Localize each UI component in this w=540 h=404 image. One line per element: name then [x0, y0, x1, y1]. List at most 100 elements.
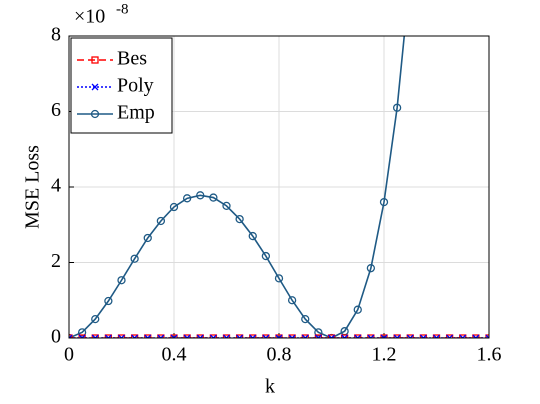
marker [288, 334, 296, 338]
marker [170, 334, 178, 338]
marker [104, 334, 113, 338]
marker [288, 334, 296, 338]
marker [144, 334, 152, 338]
legend-label: Emp [117, 102, 155, 124]
marker [367, 334, 375, 338]
marker [287, 296, 297, 305]
marker [130, 254, 139, 263]
y-tick-label: 0 [51, 326, 61, 348]
marker [117, 276, 126, 285]
y-tick-label: 4 [51, 175, 61, 197]
axis-multiplier: ×10 [74, 6, 105, 28]
x-axis-label: k [265, 376, 275, 398]
series-line [69, 36, 406, 338]
marker [196, 191, 205, 200]
marker [209, 193, 218, 202]
marker [406, 334, 414, 338]
marker [182, 194, 192, 203]
marker [235, 214, 244, 224]
marker [354, 334, 362, 338]
marker [472, 334, 480, 338]
marker [459, 334, 467, 338]
marker [366, 264, 376, 273]
marker [91, 334, 99, 338]
marker [143, 233, 152, 243]
marker [380, 334, 388, 338]
marker [328, 334, 335, 338]
marker [156, 216, 166, 226]
marker [78, 334, 86, 338]
x-tick-label: 0 [64, 344, 74, 366]
marker [157, 334, 165, 338]
y-tick-label: 6 [51, 99, 61, 121]
marker [367, 334, 375, 338]
marker [118, 334, 125, 338]
marker [104, 334, 112, 338]
marker [393, 334, 401, 338]
marker [301, 334, 309, 338]
plot-frame [68, 35, 490, 339]
legend-marker [91, 83, 99, 91]
marker [131, 334, 139, 338]
marker [262, 334, 270, 338]
y-tick-label: 8 [51, 24, 61, 46]
marker [236, 334, 244, 338]
marker [340, 334, 349, 338]
marker [379, 197, 389, 207]
marker [314, 328, 323, 337]
marker [274, 274, 284, 283]
marker [445, 334, 454, 338]
marker [354, 334, 362, 338]
marker [69, 334, 73, 338]
marker [222, 334, 231, 338]
marker [419, 334, 428, 338]
axis-multiplier-exponent: -8 [116, 1, 129, 17]
marker [209, 334, 218, 338]
marker [353, 305, 362, 314]
marker [275, 334, 283, 338]
marker [196, 334, 204, 338]
marker [472, 334, 480, 338]
marker [223, 334, 230, 338]
marker [459, 334, 467, 338]
marker [392, 103, 402, 112]
marker [91, 314, 100, 324]
marker [209, 334, 217, 338]
marker [196, 334, 204, 338]
marker [432, 334, 441, 338]
marker [78, 334, 86, 338]
marker [301, 314, 310, 324]
x-tick-label: 0.4 [162, 344, 187, 366]
marker [314, 334, 322, 338]
legend-marker [90, 109, 100, 119]
marker [327, 334, 336, 338]
legend-marker [91, 56, 99, 64]
marker [117, 334, 126, 338]
marker [144, 334, 152, 338]
marker [393, 334, 401, 338]
marker [262, 334, 270, 338]
marker [446, 334, 454, 338]
marker [406, 334, 414, 338]
plot-area [69, 36, 489, 338]
marker [419, 334, 427, 338]
y-tick-label: 2 [51, 250, 61, 272]
marker [249, 334, 257, 338]
marker [104, 296, 113, 306]
marker [183, 334, 191, 338]
marker [275, 334, 283, 338]
marker [235, 334, 244, 338]
marker [157, 334, 165, 338]
marker [485, 334, 489, 338]
x-tick-label: 1.2 [372, 344, 397, 366]
marker [91, 334, 99, 338]
marker [249, 334, 257, 338]
marker [248, 231, 257, 241]
x-tick-label: 0.8 [267, 344, 292, 366]
x-tick-label: 1.6 [477, 344, 502, 366]
marker [183, 334, 191, 338]
marker [222, 201, 231, 211]
marker [314, 334, 323, 338]
legend-label: Bes [117, 48, 147, 70]
